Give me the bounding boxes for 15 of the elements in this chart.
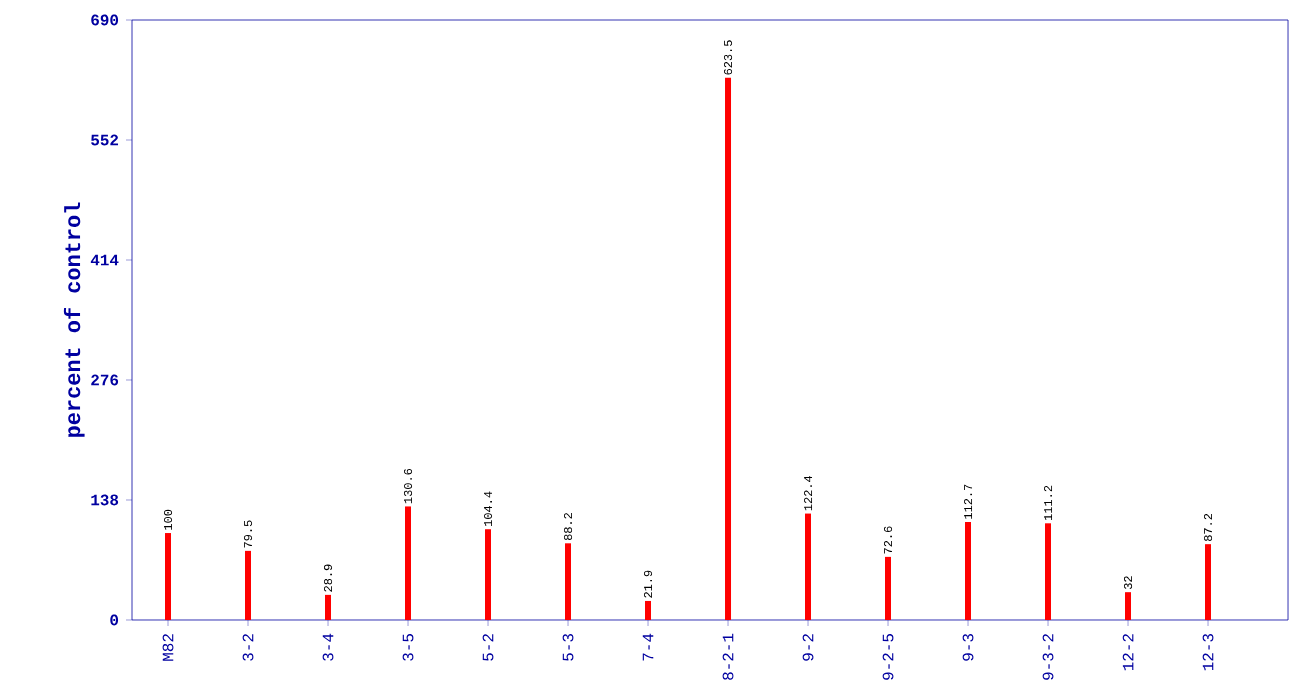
bar [565,543,572,620]
bar [725,77,732,620]
bar [325,594,332,620]
bar [245,550,252,620]
bar [485,529,492,620]
bar [1205,544,1212,620]
bar [645,600,652,620]
bar [165,533,172,620]
bar [1125,592,1132,620]
y-axis-title: percent of control [63,202,85,437]
bar [805,513,812,620]
bar [405,506,412,620]
bar [965,522,972,620]
bar [1045,523,1052,620]
bar [885,556,892,620]
